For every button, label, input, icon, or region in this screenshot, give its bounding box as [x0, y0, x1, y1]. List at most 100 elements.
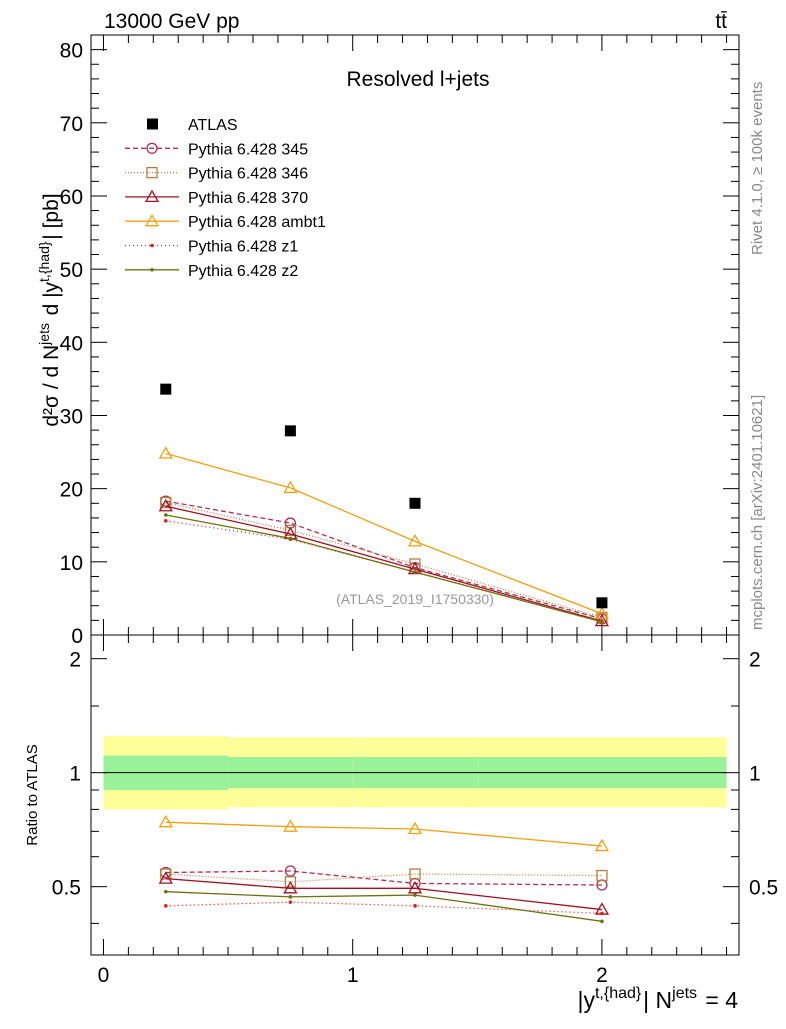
ratio-point-pythia-6-428-z1: [413, 904, 417, 908]
series-point-pythia-6-428-ambt1: [158, 446, 173, 459]
legend-label: Pythia 6.428 z2: [188, 263, 298, 280]
legend-swatch-marker: [144, 189, 160, 203]
series-point-pythia-6-428-z2: [413, 570, 417, 574]
atlas-data-point: [409, 497, 421, 509]
ratio-point-pythia-6-428-z1: [600, 911, 604, 916]
legend-entry-pythia-6-428-346: Pythia 6.428 346: [125, 166, 308, 183]
ratio-y-tick-label-right: 1: [749, 763, 761, 786]
series-line-pythia-6-428-z2: [165, 514, 603, 623]
legend-label: Pythia 6.428 345: [188, 141, 308, 158]
ratio-point-pythia-6-428-370: [283, 881, 298, 894]
mcplots-label: mcplots.cern.ch [arXiv:2401.10621]: [749, 395, 766, 630]
series-point-pythia-6-428-z1: [163, 519, 168, 523]
ratio-point-pythia-6-428-346: [284, 876, 297, 888]
x-axis-title-group: |yt,{had} | Njets = 4: [577, 985, 738, 1013]
ratio-point-pythia-6-428-z2: [413, 893, 417, 897]
y-tick-label: 20: [60, 479, 83, 502]
y-tick-label: 50: [60, 259, 83, 282]
x-axis-title: |yt,{had} | Njets = 4: [577, 985, 738, 1013]
legend-swatch-marker: [150, 243, 154, 248]
legend-swatch-marker: [144, 213, 160, 227]
series-line-pythia-6-428-ambt1: [165, 452, 603, 615]
ratio-point-pythia-6-428-z1: [163, 904, 168, 908]
ratio-y-tick-label: 2: [69, 649, 81, 672]
series-point-pythia-6-428-z2: [600, 620, 604, 624]
ratio-point-pythia-6-428-370: [407, 881, 423, 894]
legend: ATLAS Pythia 6.428 345 Pythia 6.428 346 Pyt…: [125, 117, 326, 280]
legend-entry-pythia-6-428-ambt1: Pythia 6.428 ambt1: [125, 213, 326, 231]
legend-label: Pythia 6.428 346: [188, 166, 308, 183]
series-line-pythia-6-428-370: [165, 505, 603, 622]
series-point-pythia-6-428-ambt1: [594, 606, 610, 619]
energy-label: 13000 GeV pp: [104, 10, 239, 33]
ratio-point-pythia-6-428-ambt1: [594, 838, 610, 852]
ratio-line-pythia-6-428-ambt1: [165, 821, 602, 847]
main-ylabel-group: d²σ / d Njets d |yt,{had} | [pb]: [36, 193, 63, 426]
legend-entry-atlas: ATLAS: [147, 117, 238, 134]
legend-label: ATLAS: [188, 117, 238, 134]
ratio-point-pythia-6-428-z2: [288, 895, 293, 899]
legend-swatch: [147, 118, 158, 130]
series-point-pythia-6-428-ambt1: [407, 534, 423, 547]
legend-label: Pythia 6.428 ambt1: [188, 214, 326, 231]
ratio-point-pythia-6-428-ambt1: [158, 814, 173, 828]
ratio-y-tick-label-right: 0.5: [749, 877, 778, 900]
y-tick-label: 70: [60, 113, 83, 136]
rivet-label: Rivet 4.1.0, ≥ 100k events: [749, 82, 766, 255]
main-ylabel: d²σ / d Njets d |yt,{had} | [pb]: [36, 193, 63, 426]
legend-entry-pythia-6-428-z1: Pythia 6.428 z1: [125, 239, 298, 256]
ratio-point-pythia-6-428-z2: [163, 889, 168, 894]
ratio-panel: 0.5 0.5 1 1 2 2 0 1 2 Ratio to ATLAS |yt,{had} |…: [24, 634, 778, 1013]
main-title: Resolved l+jets: [347, 68, 490, 91]
series-point-pythia-6-428-ambt1: [283, 480, 298, 494]
legend-entry-pythia-6-428-370: Pythia 6.428 370: [125, 189, 308, 207]
series-point-pythia-6-428-346: [160, 496, 172, 509]
legend-swatch-marker: [146, 142, 158, 154]
ratio-ylabel: Ratio to ATLAS: [24, 744, 41, 845]
atlas-data-point: [596, 597, 608, 609]
ratio-point-pythia-6-428-z1: [288, 900, 293, 904]
x-tick-label: 2: [596, 964, 608, 987]
ratio-frame: [90, 634, 740, 956]
atlas-data-point: [284, 425, 296, 437]
y-tick-label: 30: [60, 405, 83, 428]
y-tick-label: 10: [60, 552, 83, 575]
ratio-point-pythia-6-428-346: [596, 869, 608, 882]
main-panel: 0 10 20 30 40 50 60 70 80 Resolved l+jets (ATLAS…: [36, 34, 740, 648]
ratio-point-pythia-6-428-370: [158, 871, 173, 884]
x-tick-label: 0: [98, 964, 110, 987]
legend-swatch-marker: [146, 166, 158, 179]
atlas-data-point: [160, 383, 172, 395]
ratio-point-pythia-6-428-z2: [600, 919, 604, 924]
y-tick-label: 40: [60, 332, 83, 355]
series-point-pythia-6-428-z2: [163, 513, 168, 517]
series-line-pythia-6-428-345: [165, 500, 603, 620]
legend-entry-pythia-6-428-z2: Pythia 6.428 z2: [125, 263, 298, 280]
y-tick-label: 80: [60, 40, 83, 63]
ratio-point-pythia-6-428-ambt1: [283, 819, 298, 832]
legend-label: Pythia 6.428 z1: [188, 239, 298, 256]
ratio-point-pythia-6-428-345: [284, 865, 297, 877]
series-point-pythia-6-428-z2: [288, 536, 293, 541]
y-tick-label: 60: [60, 186, 83, 209]
ratio-line-pythia-6-428-345: [165, 870, 602, 886]
legend-label: Pythia 6.428 370: [188, 190, 308, 207]
ratio-y-tick-label: 1: [69, 763, 81, 786]
ratio-ylabel-group: Ratio to ATLAS: [24, 744, 41, 845]
ratio-point-pythia-6-428-ambt1: [407, 821, 423, 835]
ratio-line-pythia-6-428-370: [165, 877, 602, 911]
legend-swatch-marker: [150, 268, 154, 272]
y-tick-label: 0: [71, 625, 83, 648]
ratio-y-tick-label: 0.5: [52, 877, 81, 900]
ratio-point-pythia-6-428-346: [409, 868, 421, 880]
process-label: tt̄: [715, 10, 727, 33]
x-tick-label: 1: [347, 964, 359, 987]
analysis-watermark: (ATLAS_2019_I1750330): [336, 591, 494, 607]
series-line-pythia-6-428-346: [165, 501, 603, 619]
ratio-line-pythia-6-428-z2: [165, 891, 603, 922]
ratio-y-tick-label-right: 2: [749, 649, 761, 672]
legend-entry-pythia-6-428-345: Pythia 6.428 345: [125, 141, 308, 158]
series-point-pythia-6-428-346: [284, 524, 297, 537]
